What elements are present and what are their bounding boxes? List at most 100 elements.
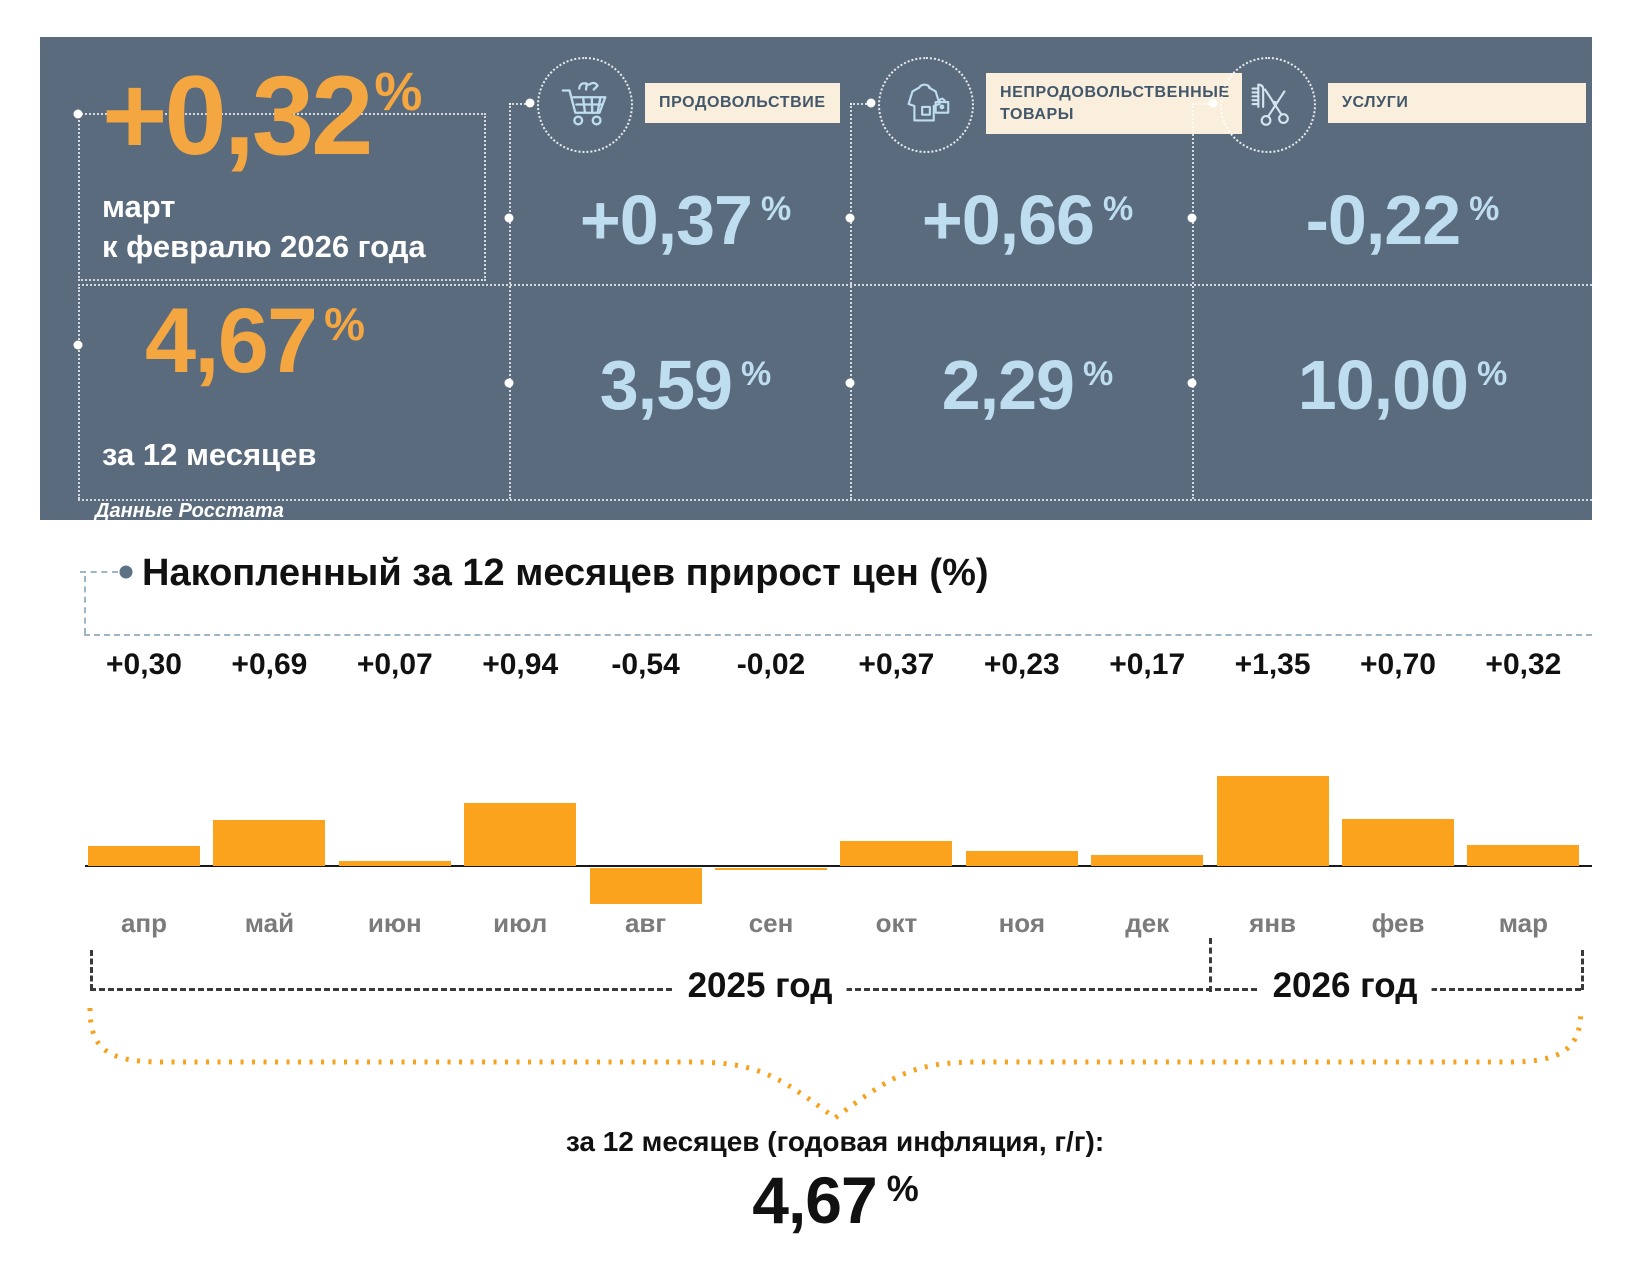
deco-dot xyxy=(504,378,514,388)
services-icon-circle xyxy=(1220,57,1316,153)
month-label-дек: дек xyxy=(1125,908,1170,938)
value-text: +0,66 xyxy=(921,181,1095,259)
annual-number: 4,67 xyxy=(145,290,318,392)
percent-sign: % xyxy=(760,190,791,228)
bar-value-label-июн: +0,07 xyxy=(356,648,433,681)
headline-number: +0,32 xyxy=(102,53,373,178)
month-label-авг: авг xyxy=(624,908,667,938)
scissors-comb-icon xyxy=(1251,83,1289,126)
value-text: -0,22 xyxy=(1305,181,1462,259)
title-box-bottom-dash xyxy=(84,634,1592,636)
year-axis-right-tick xyxy=(1581,950,1584,990)
bar-июл xyxy=(464,803,577,866)
icon-connector xyxy=(509,103,529,105)
category-nonfood-annual: 2,29% xyxy=(870,350,1184,420)
annual-percent-sign: % xyxy=(324,298,365,350)
panel-footer-divider xyxy=(78,499,1592,501)
value-text: +0,37 xyxy=(579,181,753,259)
bar-value-label-ноя: +0,23 xyxy=(983,648,1060,681)
annual-inflation-value: 4,67% xyxy=(235,1162,1435,1238)
bar-июн xyxy=(338,861,451,866)
month-label-мар: мар xyxy=(1498,908,1549,938)
x-axis-line xyxy=(85,865,1592,867)
deco-dot xyxy=(73,340,83,350)
category-services-annual: 10,00% xyxy=(1212,350,1592,420)
bar-янв xyxy=(1216,775,1329,866)
title-bullet-dot xyxy=(119,565,133,579)
category-food-monthly: +0,37% xyxy=(530,185,840,255)
headline-percent-sign: % xyxy=(374,62,423,122)
bar-окт xyxy=(840,841,953,866)
nonfood-icon-circle xyxy=(878,57,974,153)
food-icon-circle xyxy=(537,57,633,153)
year-divider-tick xyxy=(1209,938,1212,992)
annual-headline-value: 4,67% xyxy=(145,295,365,387)
bar-сен xyxy=(715,868,827,870)
panel-row-divider xyxy=(78,284,1592,286)
bar-value-label-сен: -0,02 xyxy=(736,648,806,681)
value-text: 10,00 xyxy=(1297,346,1469,424)
bar-ноя xyxy=(965,850,1078,866)
title-box-left-dash xyxy=(84,576,86,634)
value-text: 3,59 xyxy=(599,346,733,424)
title-connector-dashes xyxy=(80,571,118,573)
deco-dot xyxy=(1208,98,1218,108)
bar-value-label-июл: +0,94 xyxy=(482,648,559,681)
bar-value-label-май: +0,69 xyxy=(231,648,308,681)
summary-panel: +0,32% март к февралю 2026 года 4,67% за… xyxy=(40,37,1592,522)
bar-мар xyxy=(1467,844,1580,866)
category-label-services: УСЛУГИ xyxy=(1328,83,1586,123)
year-axis-left-tick xyxy=(90,950,93,990)
category-dotted-line xyxy=(1192,103,1194,499)
bar-авг xyxy=(589,868,702,905)
percent-sign: % xyxy=(1469,190,1499,228)
category-dotted-line xyxy=(509,103,511,499)
chart-title: Накопленный за 12 месяцев прирост цен (%… xyxy=(142,552,989,594)
category-label-food: ПРОДОВОЛЬСТВИЕ xyxy=(645,83,840,123)
percent-sign: % xyxy=(741,355,771,393)
percent-sign: % xyxy=(1476,355,1507,393)
category-nonfood-monthly: +0,66% xyxy=(870,185,1184,255)
deco-dot xyxy=(525,98,535,108)
percent-sign: % xyxy=(1102,190,1133,228)
month-label-май: май xyxy=(244,908,295,938)
headline-caption-line2: к февралю 2026 года xyxy=(102,228,426,264)
deco-dot xyxy=(866,98,876,108)
headline-dotted-box xyxy=(78,113,486,281)
month-label-июл: июл xyxy=(493,908,548,938)
bar-дек xyxy=(1091,854,1204,866)
deco-dot xyxy=(845,378,855,388)
bar-value-label-апр: +0,30 xyxy=(106,648,182,681)
category-services-monthly: -0,22% xyxy=(1212,185,1592,255)
year-label-2025: 2025 год xyxy=(673,966,847,1006)
bar-фев xyxy=(1342,819,1454,866)
deco-dot xyxy=(1187,213,1197,223)
annual-inflation-label: за 12 месяцев (годовая инфляция, г/г): xyxy=(565,1126,1105,1157)
bar-value-label-авг: -0,54 xyxy=(611,648,680,681)
deco-dot xyxy=(845,213,855,223)
month-label-июн: июн xyxy=(367,908,422,938)
category-food-annual: 3,59% xyxy=(530,350,840,420)
annual-caption: за 12 месяцев xyxy=(102,437,317,472)
percent-sign: % xyxy=(886,1168,919,1209)
bar-май xyxy=(213,819,326,866)
category-dotted-line xyxy=(850,103,852,499)
bar-value-label-янв: +1,35 xyxy=(1234,648,1311,681)
month-label-ноя: ноя xyxy=(998,908,1046,938)
clothing-bag-icon xyxy=(907,83,950,122)
bar-value-label-фев: +0,70 xyxy=(1360,648,1436,681)
bar-value-label-окт: +0,37 xyxy=(858,648,935,681)
shopping-cart-icon xyxy=(561,81,607,126)
headline-caption: март к февралю 2026 года xyxy=(102,187,426,266)
month-label-апр: апр xyxy=(120,908,168,938)
value-text: 2,29 xyxy=(941,346,1075,424)
headline-value: +0,32% xyxy=(102,60,422,172)
annual-inflation-number: 4,67 xyxy=(752,1163,877,1237)
bar-апр xyxy=(88,845,200,866)
headline-caption-line1: март xyxy=(102,189,176,224)
deco-dot xyxy=(73,109,83,119)
brace-curve xyxy=(87,1007,1584,1122)
panel-left-dotted-line xyxy=(78,287,80,499)
